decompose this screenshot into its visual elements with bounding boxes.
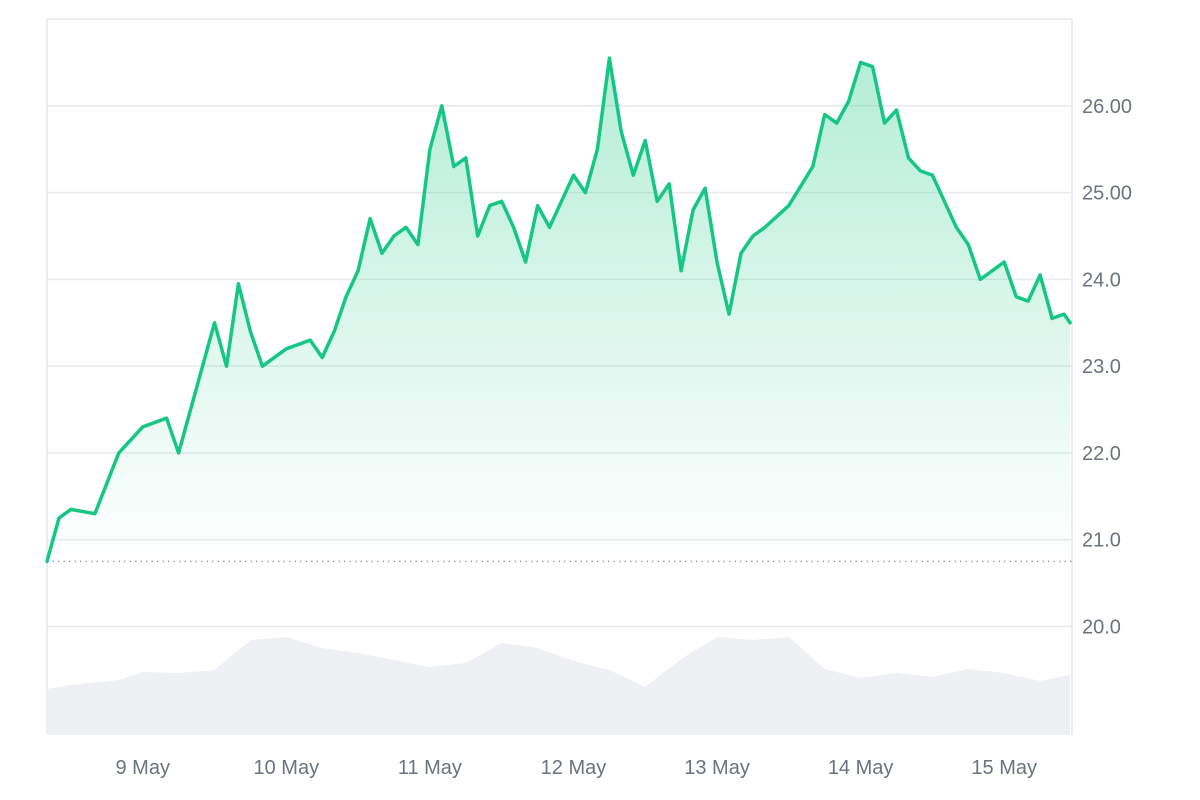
y-tick-label: 20.0 xyxy=(1082,617,1121,639)
volume-area-layer xyxy=(47,637,1070,735)
x-tick-label: 10 May xyxy=(254,757,320,779)
price-line xyxy=(45,56,1072,564)
price-area-layer xyxy=(47,58,1070,562)
x-tick-label: 14 May xyxy=(828,757,894,779)
y-tick-label: 26.00 xyxy=(1082,96,1132,118)
y-tick-label: 22.0 xyxy=(1082,443,1121,465)
price-area-fill xyxy=(47,58,1070,562)
y-tick-label: 24.0 xyxy=(1082,269,1121,291)
x-axis-ticks: 9 May 10 May 11 May 12 May 13 May 14 May 15 Ma… xyxy=(115,757,1037,779)
volume-area xyxy=(47,637,1070,735)
y-tick-label: 25.00 xyxy=(1082,183,1132,205)
x-tick-label: 11 May xyxy=(398,757,462,779)
x-tick-label: 13 May xyxy=(684,757,750,779)
x-tick-label: 12 May xyxy=(541,757,607,779)
price-line-layer xyxy=(45,56,1072,564)
x-tick-label: 15 May xyxy=(971,757,1037,779)
y-tick-label: 21.0 xyxy=(1082,530,1121,552)
y-axis-ticks: 20.0 21.0 22.0 23.0 24.0 25.00 26.00 xyxy=(1082,96,1132,639)
x-tick-label: 9 May xyxy=(115,757,169,779)
y-tick-label: 23.0 xyxy=(1082,356,1121,378)
